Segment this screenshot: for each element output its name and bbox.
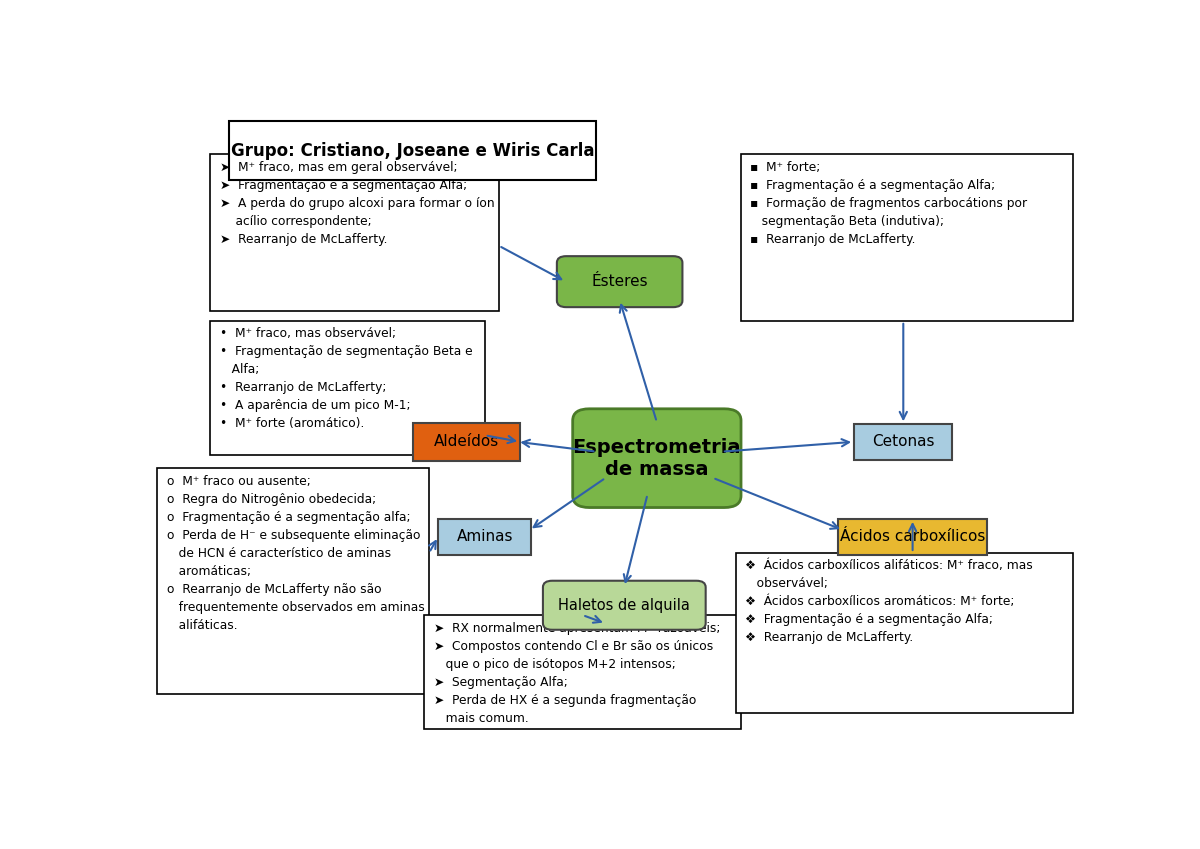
FancyBboxPatch shape [210, 155, 499, 311]
FancyBboxPatch shape [839, 519, 986, 554]
Text: ➤  RX normalmente apresentam M⁺ razoáveis;
➤  Compostos contendo Cl e Br são os : ➤ RX normalmente apresentam M⁺ razoáveis… [433, 621, 720, 724]
FancyBboxPatch shape [438, 519, 532, 554]
FancyBboxPatch shape [542, 581, 706, 630]
Text: ❖  Ácidos carboxílicos alifáticos: M⁺ fraco, mas
   observável;
❖  Ácidos carbox: ❖ Ácidos carboxílicos alifáticos: M⁺ fra… [745, 559, 1033, 644]
Text: •  M⁺ fraco, mas observável;
•  Fragmentação de segmentação Beta e
   Alfa;
•  R: • M⁺ fraco, mas observável; • Fragmentaç… [220, 328, 473, 430]
Text: Aldeídos: Aldeídos [433, 435, 499, 449]
FancyBboxPatch shape [210, 321, 485, 455]
Text: Aminas: Aminas [456, 529, 514, 544]
Text: ▪  M⁺ forte;
▪  Fragmentação é a segmentação Alfa;
▪  Formação de fragmentos car: ▪ M⁺ forte; ▪ Fragmentação é a segmentaç… [750, 160, 1027, 245]
FancyBboxPatch shape [413, 423, 520, 461]
Text: Grupo: Cristiano, Joseane e Wiris Carla: Grupo: Cristiano, Joseane e Wiris Carla [230, 142, 594, 160]
FancyBboxPatch shape [740, 155, 1073, 321]
FancyBboxPatch shape [425, 615, 740, 729]
FancyBboxPatch shape [572, 409, 742, 508]
Text: Ésteres: Ésteres [592, 274, 648, 290]
Text: Ácidos carboxílicos: Ácidos carboxílicos [840, 529, 985, 544]
FancyBboxPatch shape [157, 468, 430, 694]
Text: ➤  M⁺ fraco, mas em geral observável;
➤  Fragmentação é a segmentação Alfa;
➤  A: ➤ M⁺ fraco, mas em geral observável; ➤ F… [220, 160, 494, 245]
Text: Espectrometria
de massa: Espectrometria de massa [572, 438, 742, 479]
FancyBboxPatch shape [557, 256, 683, 307]
Text: Haletos de alquila: Haletos de alquila [558, 598, 690, 613]
FancyBboxPatch shape [229, 121, 596, 180]
Text: o  M⁺ fraco ou ausente;
o  Regra do Nitrogênio obedecida;
o  Fragmentação é a se: o M⁺ fraco ou ausente; o Regra do Nitrog… [167, 475, 425, 632]
FancyBboxPatch shape [854, 424, 952, 460]
FancyBboxPatch shape [736, 553, 1073, 713]
Text: Cetonas: Cetonas [872, 435, 935, 449]
